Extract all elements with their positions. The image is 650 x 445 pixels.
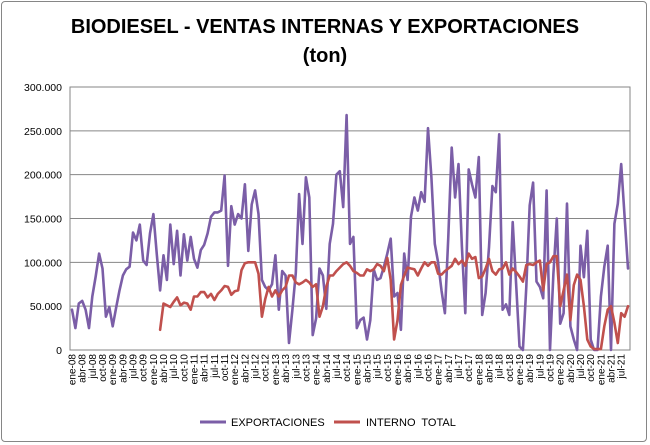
x-tick-label: jul-08 [88,354,99,380]
x-tick-label: abr-19 [525,354,536,383]
x-tick-label: abr-13 [281,354,292,383]
x-tick-label: ene-10 [149,354,160,386]
legend-label-exportaciones: EXPORTACIONES [231,417,325,429]
x-tick-label: jul-12 [251,354,262,380]
x-tick-label: ene-20 [556,354,567,386]
chart-subtitle: (ton) [302,45,348,67]
y-tick-label: 150.000 [24,214,62,226]
y-tick-label: 100.000 [24,257,62,269]
series-line-exportaciones [70,113,630,352]
x-tick-label: oct-08 [98,354,109,382]
x-tick-label: ene-17 [434,354,445,386]
x-tick-label: oct-13 [301,354,312,382]
x-tick-label: abr-14 [322,354,333,383]
x-tick-label: oct-11 [220,354,231,381]
x-tick-label: abr-16 [403,354,414,383]
y-tick-label: 0 [56,345,62,357]
x-tick-label: oct-10 [179,354,190,382]
x-tick-label: oct-17 [464,354,475,382]
x-tick-label: jul-21 [617,354,628,380]
x-tick-label: jul-13 [291,354,302,380]
x-tick-label: ene-13 [271,354,282,386]
x-tick-label: jul-11 [210,354,221,379]
x-tick-label: oct-20 [586,354,597,382]
x-tick-label: ene-12 [230,354,241,386]
x-tick-label: ene-15 [352,354,363,386]
x-tick-label: abr-10 [159,354,170,383]
x-tick-label: jul-19 [535,354,546,380]
x-tick-label: ene-09 [108,354,119,386]
y-tick-label: 300.000 [24,82,62,94]
series-line-interno-total [158,252,630,351]
x-tick-label: jul-17 [454,354,465,380]
x-tick-label: jul-20 [576,354,587,380]
x-tick-label: jul-15 [373,354,384,380]
x-tick-label: jul-10 [169,354,180,380]
x-tick-label: jul-16 [413,354,424,380]
x-tick-label: ene-16 [393,354,404,386]
x-tick-label: jul-09 [129,354,140,380]
x-tick-label: abr-15 [362,354,373,383]
x-tick-label: abr-20 [566,354,577,383]
y-tick-label: 250.000 [24,126,62,138]
chart-title: BIODIESEL - VENTAS INTERNAS Y EXPORTACIO… [70,16,580,38]
x-tick-label: oct-16 [423,354,434,382]
x-tick-label: ene-18 [474,354,485,386]
x-tick-label: oct-12 [261,354,272,382]
x-tick-label: oct-18 [505,354,516,382]
x-tick-label: ene-14 [312,354,323,386]
x-tick-label: ene-11 [190,354,201,385]
x-tick-label: oct-14 [342,354,353,382]
x-tick-label: abr-12 [240,354,251,383]
legend-label-interno-total: INTERNO TOTAL [366,417,456,429]
x-tick-label: jul-18 [495,354,506,380]
x-tick-label: abr-11 [200,354,211,383]
x-tick-label: abr-09 [118,354,129,383]
x-tick-label: ene-08 [68,354,79,386]
x-tick-label: oct-19 [546,354,557,382]
x-tick-label: abr-17 [444,354,455,383]
x-tick-label: ene-21 [596,354,607,386]
y-tick-label: 50.000 [30,301,62,313]
x-tick-label: abr-18 [485,354,496,383]
x-tick-label: oct-15 [383,354,394,382]
x-tick-label: jul-14 [332,354,343,380]
x-tick-label: abr-21 [607,354,618,383]
x-tick-label: oct-09 [139,354,150,382]
y-tick-label: 200.000 [24,170,62,182]
x-tick-label: ene-19 [515,354,526,386]
x-tick-label: abr-08 [78,354,89,383]
